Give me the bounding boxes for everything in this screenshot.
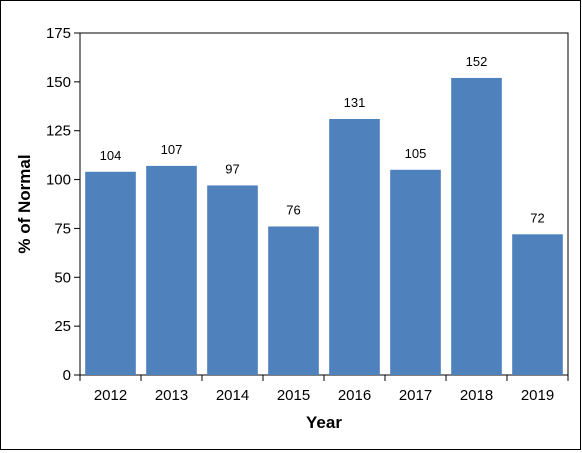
data-labels: 104 107 97 76 131 105 152 72 <box>100 54 545 225</box>
x-tick-label: 2014 <box>216 387 249 404</box>
data-label-2016: 131 <box>344 95 366 110</box>
x-axis: 2012 2013 2014 2015 2016 2017 2018 2019 <box>79 375 569 404</box>
bar-2013 <box>146 165 197 375</box>
x-axis-title: Year <box>306 413 342 432</box>
y-axis-title: % of Normal <box>15 154 34 253</box>
bar-2019 <box>512 234 563 375</box>
data-label-2015: 76 <box>286 202 300 217</box>
y-tick-label: 50 <box>54 269 71 286</box>
data-label-2018: 152 <box>466 54 488 69</box>
y-tick-label: 150 <box>46 74 71 91</box>
bar-2012 <box>85 171 136 375</box>
y-tick-label: 75 <box>54 220 71 237</box>
bar-2018 <box>451 77 502 375</box>
data-label-2014: 97 <box>225 161 239 176</box>
y-tick-label: 100 <box>46 172 71 189</box>
x-tick-label: 2012 <box>94 387 127 404</box>
bar-2016 <box>329 118 380 375</box>
data-label-2019: 72 <box>530 210 544 225</box>
bar-series <box>85 77 563 375</box>
x-tick-label: 2017 <box>399 387 432 404</box>
data-label-2013: 107 <box>161 142 183 157</box>
bar-2015 <box>268 226 319 375</box>
y-tick-label: 25 <box>54 318 71 335</box>
y-tick-label: 0 <box>63 367 71 384</box>
bar-2017 <box>390 169 441 375</box>
data-label-2017: 105 <box>405 146 427 161</box>
bar-2014 <box>207 185 258 375</box>
x-tick-label: 2016 <box>338 387 371 404</box>
x-tick-label: 2013 <box>155 387 188 404</box>
x-tick-label: 2019 <box>521 387 554 404</box>
y-tick-label: 175 <box>46 25 71 42</box>
y-axis: 0 25 50 75 100 125 150 175 <box>46 25 80 384</box>
data-label-2012: 104 <box>100 148 122 163</box>
x-tick-label: 2015 <box>277 387 310 404</box>
y-tick-label: 125 <box>46 123 71 140</box>
x-tick-label: 2018 <box>460 387 493 404</box>
